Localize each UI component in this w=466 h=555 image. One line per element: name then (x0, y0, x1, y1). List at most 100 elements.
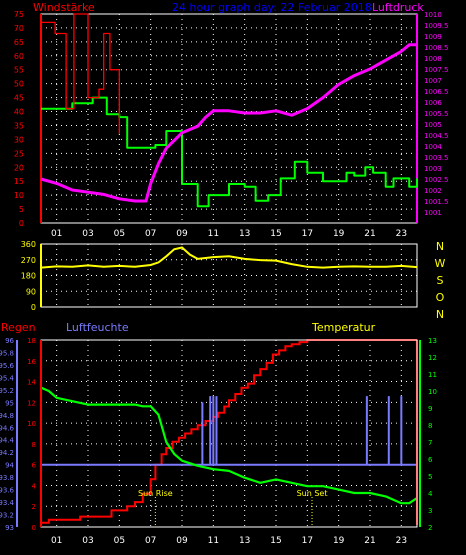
middle-tick-label: 360 (21, 240, 36, 249)
top-left-tick-label: 20 (14, 163, 24, 172)
bottom-x-tick-label: 21 (364, 536, 375, 546)
humidity-tick-label: 95 (5, 399, 14, 407)
compass-direction-label: W (435, 257, 446, 270)
bottom-x-tick-label: 23 (396, 536, 407, 546)
top-right-tick-label: 1009.5 (424, 22, 449, 30)
top-right-tick-label: 1002.5 (424, 176, 449, 184)
top-x-tick-label: 19 (333, 229, 345, 239)
bottom-x-tick-label: 15 (270, 536, 281, 546)
compass-direction-label: S (437, 274, 444, 287)
top-x-tick-label: 05 (114, 229, 125, 239)
humidity-tick-label: 93.4 (0, 499, 15, 507)
temperature-label: Temperatur (311, 321, 376, 334)
top-left-tick-label: 15 (14, 177, 24, 186)
top-panel-series (40, 13, 418, 208)
temperature-tick-label: 9 (428, 405, 432, 413)
bottom-x-tick-label: 11 (208, 536, 219, 546)
top-left-tick-label: 10 (14, 191, 24, 200)
middle-plot-border (40, 243, 418, 308)
bottom-panel-grid (41, 340, 417, 527)
wind-gust-series (41, 13, 120, 134)
top-left-tick-label: 60 (14, 52, 24, 61)
humidity-tick-label: 95.2 (0, 387, 14, 395)
bottom-x-tick-label: 13 (239, 536, 250, 546)
middle-tick-label: 180 (21, 272, 36, 281)
temperature-tick-label: 13 (428, 337, 437, 345)
top-left-tick-label: 25 (14, 149, 24, 158)
humidity-tick-label: 94 (5, 462, 14, 470)
temperature-tick-label: 3 (428, 507, 432, 515)
top-x-tick-label: 03 (82, 229, 93, 239)
top-x-tick-label: 13 (239, 229, 250, 239)
sun-event-label: Sun Rise (138, 489, 173, 498)
temperature-tick-label: 8 (428, 422, 432, 430)
rain-tick-label: 0 (32, 524, 36, 532)
rain-tick-label: 14 (27, 379, 36, 387)
top-right-tick-label: 1006.5 (424, 88, 449, 96)
top-right-tick-label: 1007.5 (424, 66, 449, 74)
temperature-tick-label: 11 (428, 371, 437, 379)
bottom-x-tick-label: 09 (176, 536, 188, 546)
sun-event-label: Sun Set (297, 489, 328, 498)
humidity-tick-label: 95.6 (0, 362, 15, 370)
pressure-series (40, 43, 417, 203)
top-right-tick-label: 1010 (424, 11, 442, 19)
temperature-tick-label: 10 (428, 388, 437, 396)
chart-date-title: 24 hour graph day: 22 Februar 2018 (172, 1, 372, 14)
top-right-tick-label: 1007 (424, 77, 442, 85)
temperature-tick-label: 5 (428, 473, 432, 481)
middle-tick-label: 90 (26, 287, 36, 296)
humidity-tick-label: 96 (5, 337, 14, 345)
temperature-tick-label: 4 (428, 490, 433, 498)
top-left-tick-label: 75 (14, 10, 24, 19)
top-right-tick-label: 1003.5 (424, 154, 449, 162)
top-right-tick-label: 1001.5 (424, 198, 449, 206)
bottom-x-tick-label: 03 (82, 536, 93, 546)
humidity-tick-label: 93.8 (0, 474, 14, 482)
compass-direction-label: N (436, 240, 444, 253)
humidity-label: Luftfeuchte (66, 321, 129, 334)
top-x-tick-label: 23 (396, 229, 407, 239)
humidity-tick-label: 93.2 (0, 512, 14, 520)
top-x-tick-label: 09 (176, 229, 188, 239)
top-x-tick-label: 15 (270, 229, 281, 239)
rain-tick-label: 16 (27, 358, 36, 366)
temperature-tick-label: 12 (428, 354, 437, 362)
middle-panel-series (40, 246, 418, 269)
bottom-x-tick-label: 05 (114, 536, 125, 546)
temperature-series (40, 386, 418, 505)
rain-series (41, 339, 417, 524)
rain-tick-label: 8 (32, 441, 36, 449)
bottom-x-tick-label: 07 (145, 536, 156, 546)
middle-tick-label: 0 (31, 303, 36, 312)
top-left-tick-label: 55 (14, 66, 24, 75)
top-x-tick-label: 01 (51, 229, 62, 239)
humidity-tick-label: 94.6 (0, 424, 15, 432)
top-right-tick-label: 1008 (424, 55, 442, 63)
top-left-tick-label: 65 (14, 38, 24, 47)
compass-direction-label: N (436, 308, 444, 321)
top-right-tick-label: 1009 (424, 33, 442, 41)
top-x-tick-label: 11 (208, 229, 219, 239)
bottom-plot-border (40, 339, 418, 528)
middle-panel-grid (41, 244, 417, 307)
bottom-panel-series: Sun Rise Sun Set (40, 339, 418, 527)
top-right-tick-label: 1006 (424, 99, 442, 107)
rain-tick-label: 18 (27, 337, 36, 345)
rain-label: Regen (1, 321, 36, 334)
humidity-tick-label: 94.8 (0, 412, 14, 420)
rain-tick-label: 2 (32, 503, 36, 511)
bottom-x-tick-label: 19 (333, 536, 345, 546)
temperature-tick-label: 2 (428, 524, 432, 532)
top-left-tick-label: 5 (19, 205, 24, 214)
top-x-tick-label: 07 (145, 229, 156, 239)
rain-tick-label: 10 (27, 420, 36, 428)
bottom-x-tick-label: 17 (302, 536, 313, 546)
temperature-tick-label: 6 (428, 456, 433, 464)
humidity-tick-label: 95.4 (0, 374, 15, 382)
top-right-tick-label: 1003 (424, 165, 442, 173)
top-right-tick-label: 1008.5 (424, 44, 449, 52)
